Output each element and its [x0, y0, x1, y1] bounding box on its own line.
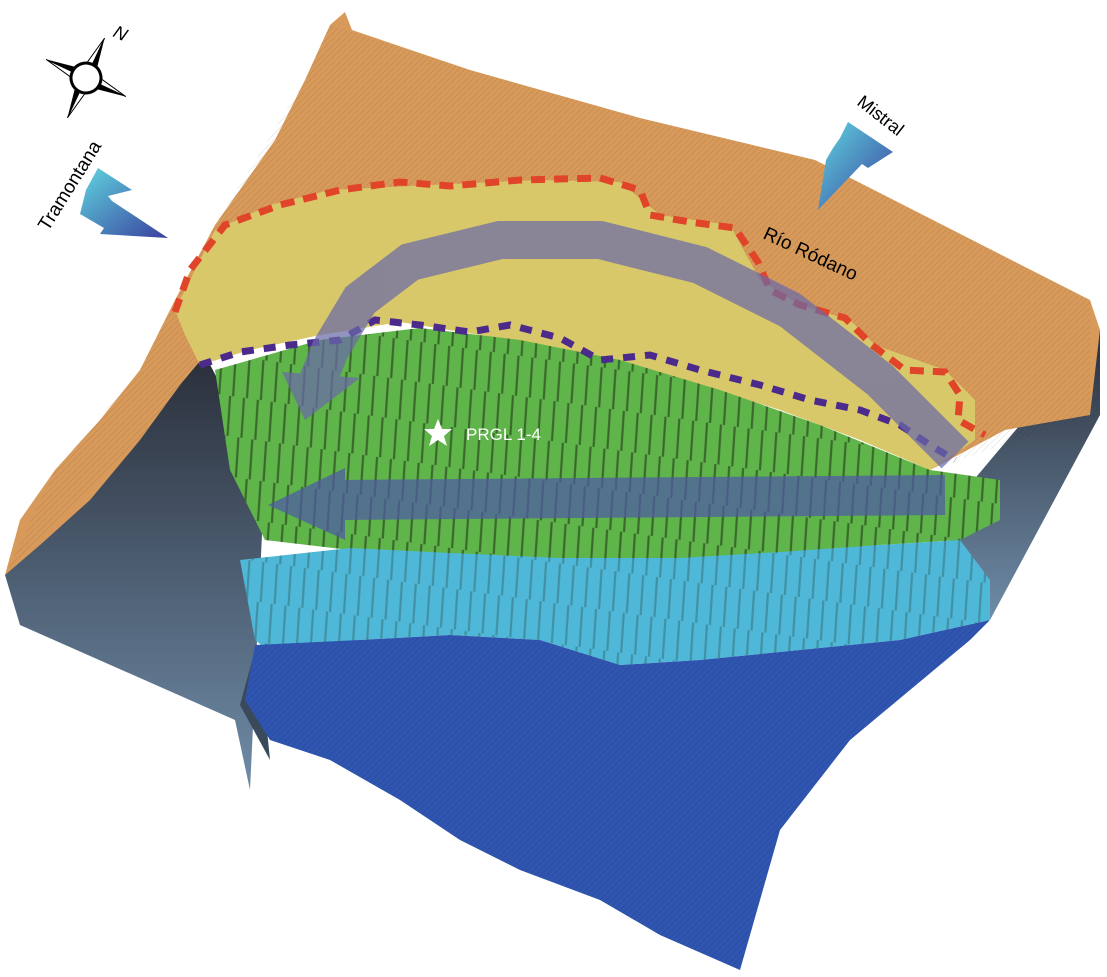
mistral-arrow-icon [818, 122, 893, 210]
site-star-icon [424, 419, 452, 446]
compass-rose-icon [45, 37, 127, 119]
compass-north-label: N [110, 21, 131, 45]
shelf-area [175, 180, 975, 470]
current-arrow [268, 221, 969, 540]
tramontana-arrow-icon [80, 168, 168, 238]
site-label: PRGL 1-4 [466, 425, 541, 444]
shelf-boundary-line [171, 174, 987, 439]
